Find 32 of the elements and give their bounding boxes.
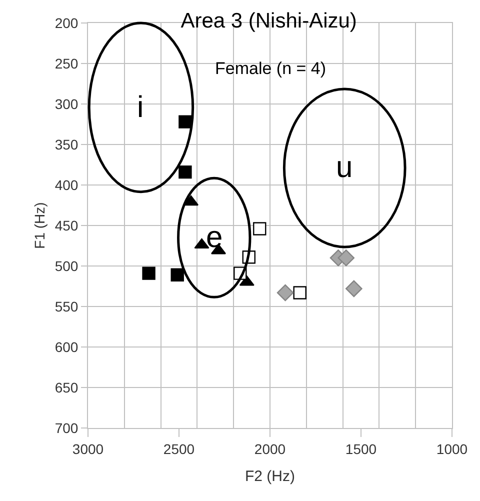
- text: Female (n = 4): [215, 59, 326, 78]
- annotation: e: [206, 221, 223, 254]
- annotation: i: [137, 91, 144, 124]
- point: [253, 222, 266, 236]
- y-axis-title: F1 (Hz): [31, 202, 48, 249]
- y-tick-label: 500: [54, 258, 78, 274]
- x-tick-label: 1000: [436, 440, 468, 457]
- chart-title: Area 3 (Nishi-Aizu): [180, 9, 357, 32]
- x-tick-label: 2000: [254, 440, 286, 457]
- y-tick-label: 250: [54, 55, 78, 72]
- y-tick-label: 400: [54, 176, 78, 193]
- y-tick-label: 650: [54, 379, 78, 396]
- point: [346, 280, 362, 298]
- y-tick-label: 450: [54, 217, 78, 234]
- point: [293, 286, 306, 300]
- point: [276, 284, 294, 302]
- y-tick-label: 600: [54, 338, 78, 355]
- x-tick-label: 1500: [345, 440, 377, 457]
- point: [338, 250, 354, 266]
- x-axis-title: F2 (Hz): [245, 468, 295, 485]
- x-tick-label: 2500: [163, 440, 195, 457]
- point: [178, 165, 192, 179]
- y-tick-label: 300: [54, 96, 78, 112]
- point: [142, 266, 156, 280]
- y-tick-label: 550: [54, 298, 78, 314]
- y-tick-label: 350: [54, 136, 78, 152]
- point: [170, 268, 184, 282]
- annotation: u: [336, 151, 353, 184]
- y-tick-label: 700: [54, 420, 78, 436]
- x-tick-label: 3000: [72, 440, 104, 457]
- y-tick-label: 200: [54, 14, 78, 31]
- point: [178, 115, 192, 128]
